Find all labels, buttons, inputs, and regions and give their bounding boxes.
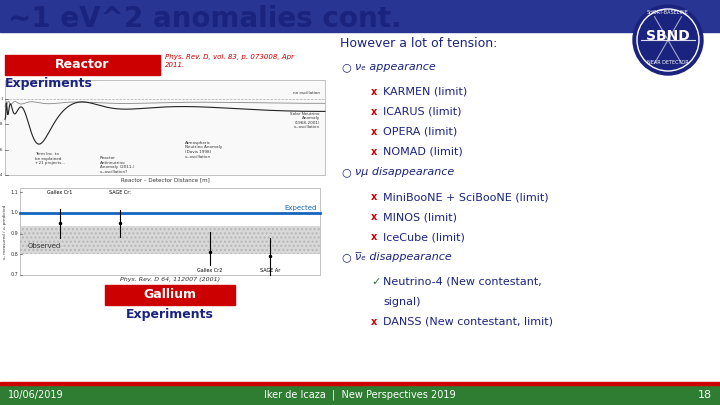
- Text: DANSS (New contestant, limit): DANSS (New contestant, limit): [383, 317, 553, 327]
- Text: Reactor
Antineutrino
Anomaly (2011-)
νₕ-oscillation?: Reactor Antineutrino Anomaly (2011-) νₕ-…: [100, 156, 135, 174]
- Text: Iker de Icaza  |  New Perspectives 2019: Iker de Icaza | New Perspectives 2019: [264, 390, 456, 400]
- Text: Observed: Observed: [28, 243, 61, 249]
- Text: Reactor: Reactor: [55, 58, 109, 72]
- Text: NOMAD (limit): NOMAD (limit): [383, 147, 463, 157]
- Text: Term Inc. to
be explained
+21 projects...: Term Inc. to be explained +21 projects..…: [35, 152, 65, 165]
- Text: 18: 18: [698, 390, 712, 400]
- Text: Atmospheric
Neutrino Anomaly
(Davis 1998)
νₕ-oscillation: Atmospheric Neutrino Anomaly (Davis 1998…: [185, 141, 222, 159]
- Text: 0.7: 0.7: [10, 273, 18, 277]
- Text: x: x: [371, 127, 377, 137]
- Text: Neutrino-4 (New contestant,: Neutrino-4 (New contestant,: [383, 277, 541, 287]
- Text: ✓: ✓: [371, 277, 380, 287]
- Text: signal): signal): [383, 297, 420, 307]
- Bar: [20, 188, 320, 275]
- Text: 10/06/2019: 10/06/2019: [8, 390, 63, 400]
- Text: ○: ○: [341, 167, 351, 177]
- Text: x: x: [371, 107, 377, 117]
- Text: SHORT-BASELINE: SHORT-BASELINE: [647, 9, 689, 15]
- Bar: [5, 80, 325, 175]
- Text: x: x: [371, 232, 377, 242]
- Text: νₑ appearance: νₑ appearance: [355, 62, 436, 72]
- Text: 0.8: 0.8: [0, 122, 3, 126]
- Text: ν̅ₑ disappearance: ν̅ₑ disappearance: [355, 252, 451, 262]
- Text: x: x: [371, 212, 377, 222]
- Text: Gallex Cr1: Gallex Cr1: [48, 190, 73, 195]
- Text: MiniBooNE + SciBooNE (limit): MiniBooNE + SciBooNE (limit): [383, 192, 549, 202]
- Text: ICARUS (limit): ICARUS (limit): [383, 107, 462, 117]
- Text: SBND: SBND: [646, 29, 690, 43]
- Text: ○: ○: [341, 62, 351, 72]
- Text: no oscillation: no oscillation: [293, 91, 320, 95]
- Text: ~1 eV^2 anomalies cont.: ~1 eV^2 anomalies cont.: [8, 5, 402, 33]
- Text: MINOS (limit): MINOS (limit): [383, 212, 457, 222]
- Text: x: x: [371, 317, 377, 327]
- Text: OPERA (limit): OPERA (limit): [383, 127, 457, 137]
- Text: νₕ measured / νₕ predicted: νₕ measured / νₕ predicted: [3, 205, 7, 259]
- Text: SAGE Ar: SAGE Ar: [260, 268, 280, 273]
- Text: x: x: [371, 87, 377, 97]
- Text: Phys. Rev. D 64, 112007 (2001): Phys. Rev. D 64, 112007 (2001): [120, 277, 220, 282]
- Text: Solar Neutrino
Anomaly
(1968-2001)
νₕ-oscillation: Solar Neutrino Anomaly (1968-2001) νₕ-os…: [290, 112, 320, 130]
- Text: 0.9: 0.9: [10, 231, 18, 236]
- Text: 1.1: 1.1: [10, 190, 18, 195]
- Text: Gallium: Gallium: [143, 288, 197, 301]
- Text: Gallex Cr2: Gallex Cr2: [197, 268, 222, 273]
- Text: 0.6: 0.6: [0, 148, 3, 151]
- Bar: [0, 385, 720, 405]
- Text: 0.4: 0.4: [0, 173, 3, 177]
- Text: However a lot of tension:: However a lot of tension:: [340, 37, 498, 50]
- Text: x: x: [371, 192, 377, 202]
- Text: x: x: [371, 147, 377, 157]
- Bar: [20, 226, 320, 254]
- Text: NEAR DETECTOR: NEAR DETECTOR: [647, 60, 689, 64]
- Text: Experiments: Experiments: [5, 77, 93, 90]
- Text: 1: 1: [1, 97, 3, 101]
- Text: Experiments: Experiments: [126, 308, 214, 321]
- Circle shape: [633, 5, 703, 75]
- Bar: [105, 285, 235, 305]
- Text: Reactor – Detector Distance [m]: Reactor – Detector Distance [m]: [121, 177, 210, 182]
- Text: ○: ○: [341, 252, 351, 262]
- Bar: [0, 382, 720, 385]
- Text: 0.8: 0.8: [10, 252, 18, 257]
- Text: νμ disappearance: νμ disappearance: [355, 167, 454, 177]
- Text: Expected: Expected: [284, 205, 317, 211]
- Bar: [5, 55, 160, 75]
- Text: 1.0: 1.0: [10, 210, 18, 215]
- Text: KARMEN (limit): KARMEN (limit): [383, 87, 467, 97]
- Text: SAGE Cr:: SAGE Cr:: [109, 190, 131, 195]
- Text: Phys. Rev. D, vol. 83, p. 073008, Apr
2011.: Phys. Rev. D, vol. 83, p. 073008, Apr 20…: [165, 54, 294, 68]
- Bar: [0, 0, 720, 32]
- Text: IceCube (limit): IceCube (limit): [383, 232, 465, 242]
